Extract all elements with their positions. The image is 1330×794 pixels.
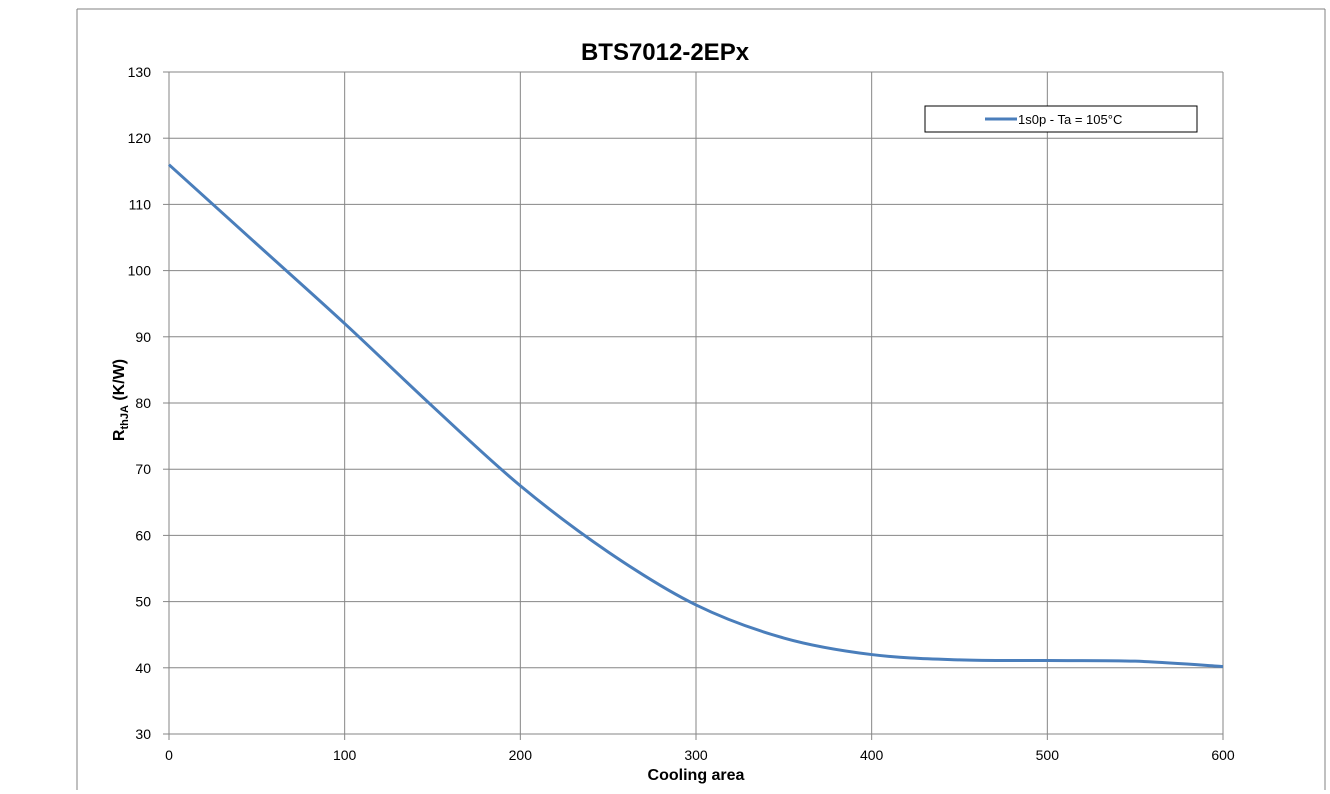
y-axis-label: RthJA (K/W) bbox=[111, 359, 131, 441]
y-tick-label: 100 bbox=[128, 263, 152, 279]
y-tick-label: 110 bbox=[129, 196, 152, 212]
y-tick-label: 70 bbox=[135, 461, 151, 477]
y-tick-labels: 30 40 50 60 70 80 90 100 110 120 130 bbox=[128, 64, 152, 742]
x-tick-label: 0 bbox=[165, 747, 173, 763]
axes bbox=[163, 71, 1224, 740]
x-tick-label: 600 bbox=[1211, 747, 1235, 763]
x-tick-label: 400 bbox=[860, 747, 884, 763]
legend-label: 1s0p - Ta = 105°C bbox=[1018, 112, 1122, 127]
x-tick-label: 100 bbox=[333, 747, 357, 763]
y-axis-label-main: R bbox=[111, 429, 128, 441]
y-tick-label: 80 bbox=[135, 395, 151, 411]
x-axis-label: Cooling area bbox=[648, 767, 745, 784]
y-tick-label: 120 bbox=[128, 130, 152, 146]
y-axis-label-sub: thJA bbox=[119, 405, 131, 430]
x-tick-label: 500 bbox=[1036, 747, 1060, 763]
legend-box bbox=[924, 105, 1198, 133]
x-tick-label: 200 bbox=[509, 747, 533, 763]
y-tick-label: 40 bbox=[135, 660, 151, 676]
y-tick-label: 30 bbox=[135, 726, 151, 742]
series-group bbox=[167, 163, 1224, 668]
x-tick-label: 300 bbox=[684, 747, 708, 763]
x-tick-labels: 0 100 200 300 400 500 600 bbox=[165, 747, 1235, 763]
y-tick-label: 60 bbox=[135, 527, 151, 543]
y-tick-label: 50 bbox=[135, 594, 151, 610]
grid bbox=[168, 71, 1224, 735]
chart-title: BTS7012-2EPx bbox=[581, 39, 750, 66]
y-axis-label-unit: (K/W) bbox=[111, 359, 128, 405]
y-tick-label: 130 bbox=[128, 64, 152, 80]
legend: 1s0p - Ta = 105°C bbox=[924, 105, 1198, 133]
y-tick-label: 90 bbox=[135, 329, 151, 345]
series-line bbox=[167, 163, 1224, 668]
